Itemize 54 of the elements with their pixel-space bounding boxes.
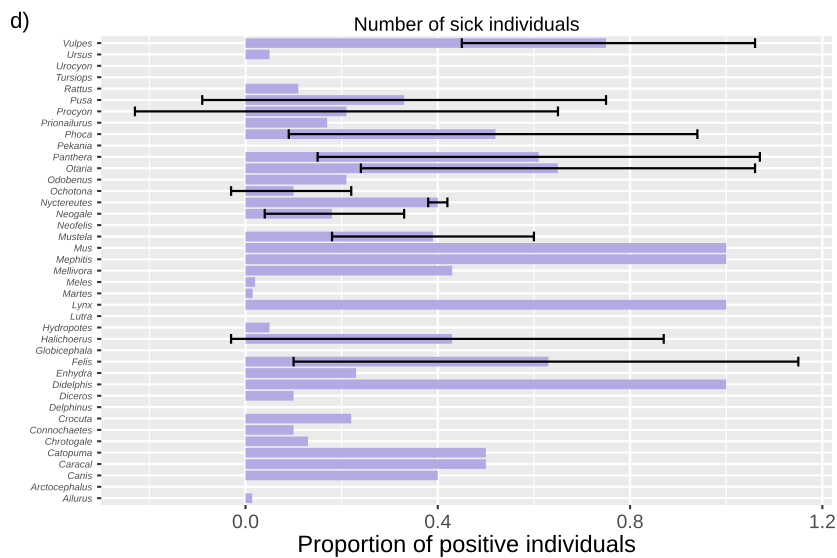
y-tick-label: Ursus [68, 51, 92, 58]
y-tick-label: Prionailurus [41, 119, 92, 126]
y-tick-label: Canis [68, 472, 92, 480]
y-tick-label: Phoca [64, 130, 92, 138]
y-tick-label: Neofelis [57, 222, 92, 229]
y-tick-label: Mus [74, 244, 92, 252]
y-tick-label: Tursiops [56, 74, 92, 83]
y-tick-label: Nyctereutes [40, 199, 92, 208]
y-tick-label: Ochotona [50, 187, 92, 195]
bar [245, 118, 328, 128]
bar [245, 436, 308, 446]
y-tick-label: Rattus [64, 85, 92, 92]
y-tick-label: Martes [62, 290, 92, 297]
y-tick-label: Felis [72, 358, 92, 366]
y-tick-label: Mustela [58, 232, 92, 240]
x-tick-label: 1.2 [810, 514, 835, 528]
y-tick-label: Urocyon [56, 62, 92, 72]
y-tick-label: Otaria [66, 164, 92, 172]
y-tick-label: Lutra [70, 312, 92, 320]
y-tick-label: Globicephala [36, 346, 92, 356]
y-tick-label: Meles [66, 278, 92, 286]
y-tick-label: Crocuta [58, 415, 92, 422]
y-tick-label: Enhydra [56, 369, 92, 379]
bar [245, 390, 294, 401]
y-tick-label: Mellivora [54, 267, 92, 274]
chart-title: Number of sick individuals [355, 16, 579, 31]
x-tick-label: 0.4 [425, 514, 451, 528]
y-tick-label: Lynx [72, 302, 93, 310]
y-tick-label: Mephitis [56, 256, 92, 265]
y-tick-label: Ailurus [62, 494, 92, 502]
y-tick-label: Hydropotes [42, 324, 92, 334]
y-tick-label: Catopuma [48, 449, 92, 458]
y-tick-label: Pekania [57, 142, 92, 150]
y-tick-label: Delphinus [49, 404, 92, 413]
x-tick-label: 0.8 [617, 514, 643, 528]
bar [245, 300, 726, 310]
y-tick-label: Vulpes [64, 40, 92, 49]
y-tick-label: Halichoerus [41, 335, 92, 343]
x-tick-label: 0.0 [232, 514, 258, 528]
y-tick-label: Arctocephalus [30, 483, 92, 492]
y-tick-label: Procyon [56, 108, 92, 117]
y-tick-label: Didelphis [52, 380, 92, 390]
y-tick-label: Neogale [56, 210, 92, 220]
y-tick-label: Chrotogale [45, 438, 92, 447]
y-tick-label: Odobenus [48, 176, 92, 184]
bar [245, 254, 726, 264]
y-tick-label: Diceros [60, 392, 92, 400]
y-tick-label: Caracal [59, 460, 92, 468]
bar [245, 493, 252, 503]
y-tick-label: Panthera [53, 153, 92, 160]
y-tick-label: Pusa [70, 96, 92, 104]
y-tick-label: Connochaetes [30, 426, 92, 434]
text: d) [10, 12, 28, 32]
x-axis-title: Proportion of positive individuals [299, 534, 636, 557]
